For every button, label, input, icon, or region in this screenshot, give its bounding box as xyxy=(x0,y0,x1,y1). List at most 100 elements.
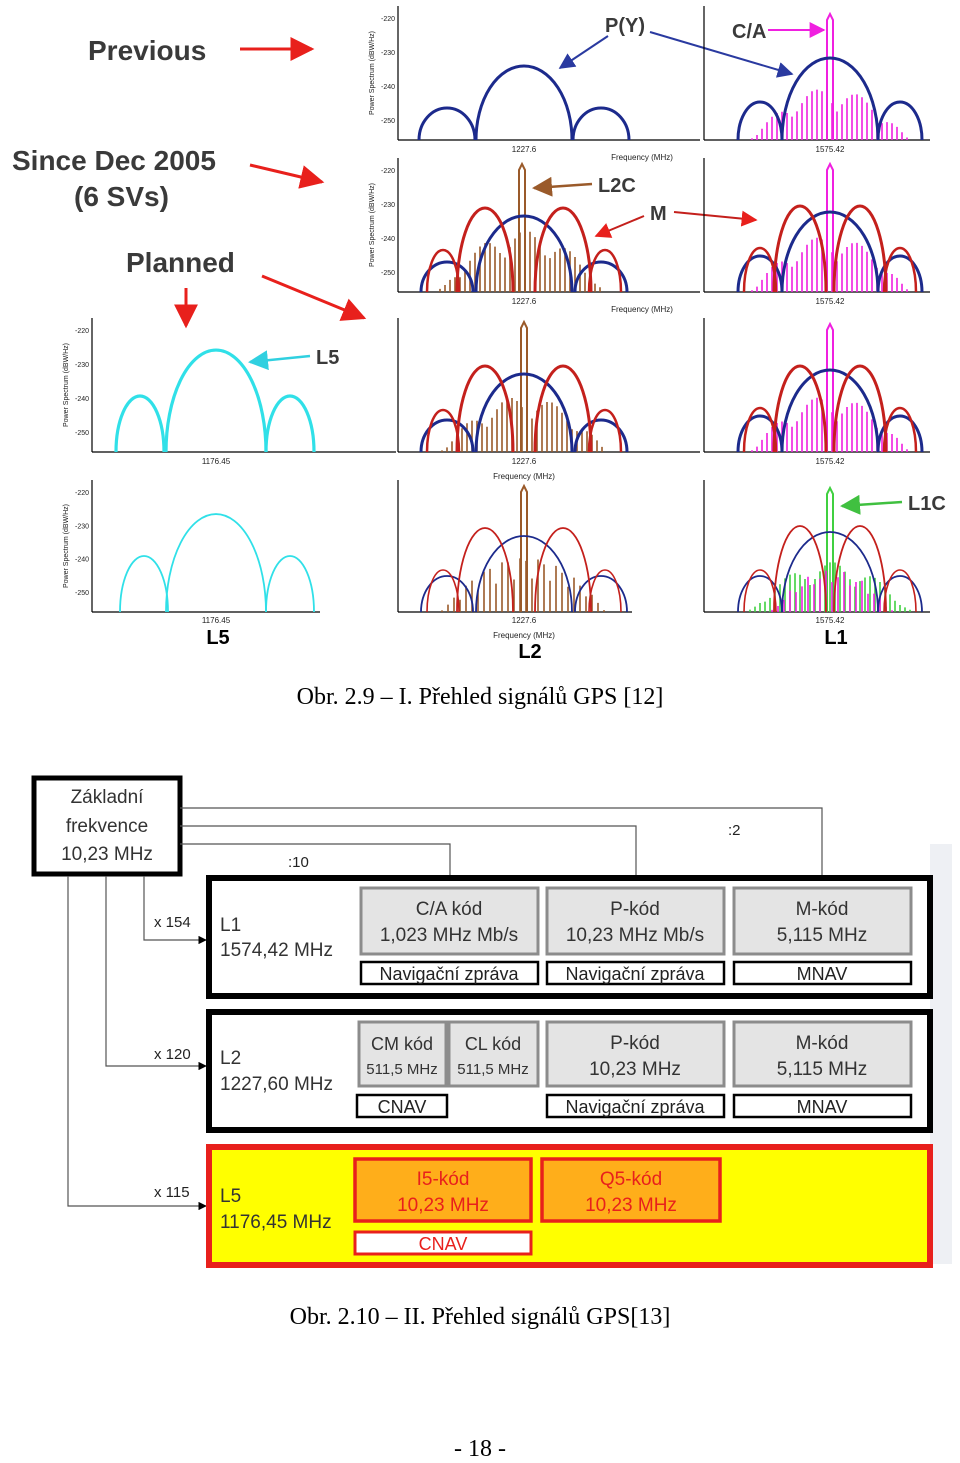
label-since-line1: Since Dec 2005 xyxy=(12,145,216,176)
divider-10: :10 xyxy=(288,854,309,871)
l2-mnav-box xyxy=(732,1093,913,1119)
band-label-l2: L2 xyxy=(518,641,541,663)
page-number: - 18 - xyxy=(454,1436,506,1462)
l1-row2-py-side-right xyxy=(876,254,924,293)
divider-2: :2 xyxy=(728,822,741,839)
panel-l2-row3-xlabel: Frequency (MHz) xyxy=(493,472,555,481)
l5-row4-main-lobe xyxy=(165,513,267,613)
l2-row4-py-main-lobe xyxy=(475,535,573,613)
l1-row4-py-side-right xyxy=(877,575,923,613)
panel-l1-row4-freq: 1575.42 xyxy=(816,616,845,625)
l1-row4-l1c-spectrum-peak xyxy=(826,485,834,612)
l2-m-code-rate: 5,115 MHz xyxy=(777,1059,867,1080)
l2-mnav-text: MNAV xyxy=(797,1097,848,1117)
label-ca: C/A xyxy=(732,21,766,43)
l2-row4-py-side-left xyxy=(420,575,474,613)
l2-freq: 1227,60 MHz xyxy=(220,1074,333,1095)
label-m: M xyxy=(650,203,667,225)
l1-row4-m-side-right xyxy=(883,569,917,613)
l5-cnav-box xyxy=(353,1230,533,1256)
l1-ca-nav-text: Navigační zpráva xyxy=(379,964,519,984)
l1-name: L1 xyxy=(220,915,241,936)
l2-multiplier: x 120 xyxy=(154,1046,191,1063)
l2-cm-code-box xyxy=(357,1020,448,1088)
panel-l5-row3-ytick: -250 xyxy=(75,430,89,437)
l2-cl-code-rate: 511,5 MHz xyxy=(457,1061,528,1078)
l1-row2-m-lobe-left xyxy=(772,204,828,293)
band-label-l1: L1 xyxy=(824,627,847,649)
l2-p-nav-box xyxy=(545,1093,726,1119)
l1-mnav-box xyxy=(732,960,913,986)
l1-m-code-rate: 5,115 MHz xyxy=(777,925,867,946)
l2-p-code-box xyxy=(545,1020,726,1088)
label-planned: Planned xyxy=(126,247,235,278)
l1-row3-m-side-right xyxy=(882,406,918,453)
l1-ca-code-box xyxy=(359,886,540,956)
l5-name: L5 xyxy=(220,1186,241,1207)
l1-row2-ca-spectrum xyxy=(751,237,908,292)
l1-row2-py-main-lobe xyxy=(780,210,880,293)
l2-row3-py-side-left xyxy=(419,418,475,453)
l1-multiplier: x 154 xyxy=(154,914,191,931)
l2-row2-l2c-spectrum-peak xyxy=(518,161,526,292)
arrow-py xyxy=(558,35,609,69)
l5-cnav-text: CNAV xyxy=(419,1234,468,1254)
arrow-since xyxy=(249,163,325,189)
panel-l5-row4-ytick: -250 xyxy=(75,590,89,597)
l2-p-code-name: P-kód xyxy=(610,1033,660,1054)
l1-row4-m-side-left xyxy=(743,569,777,613)
panel-l2-row1-freq: 1227.6 xyxy=(512,145,537,154)
panel-l1-row2-freq: 1575.42 xyxy=(816,297,845,306)
figure-2-caption: Obr. 2.10 – II. Přehled signálů GPS[13] xyxy=(289,1304,671,1330)
band-label-l5: L5 xyxy=(206,627,229,649)
l5-row3-side-left xyxy=(114,394,166,453)
arrow-m-right xyxy=(673,210,758,227)
l2-row1-py-main-lobe xyxy=(474,64,574,141)
arrow-l1c xyxy=(840,494,903,515)
l1-mnav-text: MNAV xyxy=(797,964,848,984)
arrow-l5 xyxy=(248,350,311,371)
l2-row1-py-side-left xyxy=(417,106,477,141)
panel-l5-row3-ytick: -230 xyxy=(75,362,89,369)
panel-l5-row3-freq: 1176.45 xyxy=(202,457,231,466)
spectrum-panels: -220 -230 -240 -250 Power Spectrum (dBW/Hz) 1… xyxy=(63,6,930,640)
l2-cm-code-name: CM kód xyxy=(371,1034,433,1054)
l2-row3-m-lobe-right xyxy=(533,364,593,453)
l5-row4-side-left xyxy=(119,555,169,613)
l1-row3-m-lobe-right xyxy=(832,364,888,453)
panel-l2-row1-ylabel: Power Spectrum (dBW/Hz) xyxy=(369,31,376,115)
panel-l5-row3-ytick: -220 xyxy=(75,328,89,335)
label-py: P(Y) xyxy=(605,15,645,37)
l1-row2-m-lobe-right xyxy=(832,204,888,293)
l2-cl-code-name: CL kód xyxy=(465,1034,521,1054)
panel-l2-row2-xlabel: Frequency (MHz) xyxy=(611,305,673,314)
l1-row3-ca-spectrum xyxy=(751,397,908,452)
l5-row3-main-lobe xyxy=(164,348,268,453)
l1-row3-m-lobe-left xyxy=(772,364,828,453)
l1-row3-py-main-lobe xyxy=(780,368,880,453)
panel-l5-row4-freq: 1176.45 xyxy=(202,616,231,625)
l5-i5-code-box xyxy=(353,1157,533,1223)
l1-row1-ca-spectrum xyxy=(751,89,908,140)
arrow-l2c xyxy=(532,176,593,197)
l2-cnav-text: CNAV xyxy=(378,1097,427,1117)
l2-cm-code-rate: 511,5 MHz xyxy=(366,1061,437,1078)
l1-row2-py-side-left xyxy=(736,254,784,293)
l1-ca-code-rate: 1,023 MHz Mb/s xyxy=(380,925,518,946)
l1-row1-py-main-lobe xyxy=(780,56,880,141)
l2-p-nav-text: Navigační zpráva xyxy=(565,1097,705,1117)
l2-row4-m-side-left xyxy=(426,569,460,613)
panel-l2-row4-freq: 1227.6 xyxy=(512,616,537,625)
l1-row4-py-side-left xyxy=(737,575,783,613)
l5-i5-code-rate: 10,23 MHz xyxy=(397,1195,489,1216)
l2-row2-m-lobe-right xyxy=(533,206,593,293)
l2-row3-m-lobe-left xyxy=(455,364,515,453)
panel-l2-row3-freq: 1227.6 xyxy=(512,457,537,466)
l2-row2-py-main-lobe xyxy=(474,214,574,293)
l2-row4-py-side-right xyxy=(574,575,628,613)
l2-name: L2 xyxy=(220,1048,241,1069)
l2-row4-m-side-right xyxy=(588,569,622,613)
label-l5-arrow: L5 xyxy=(316,347,339,369)
l1-row1-ca-spectrum-peak xyxy=(826,11,834,140)
l5-i5-code-name: I5-kód xyxy=(417,1169,470,1190)
